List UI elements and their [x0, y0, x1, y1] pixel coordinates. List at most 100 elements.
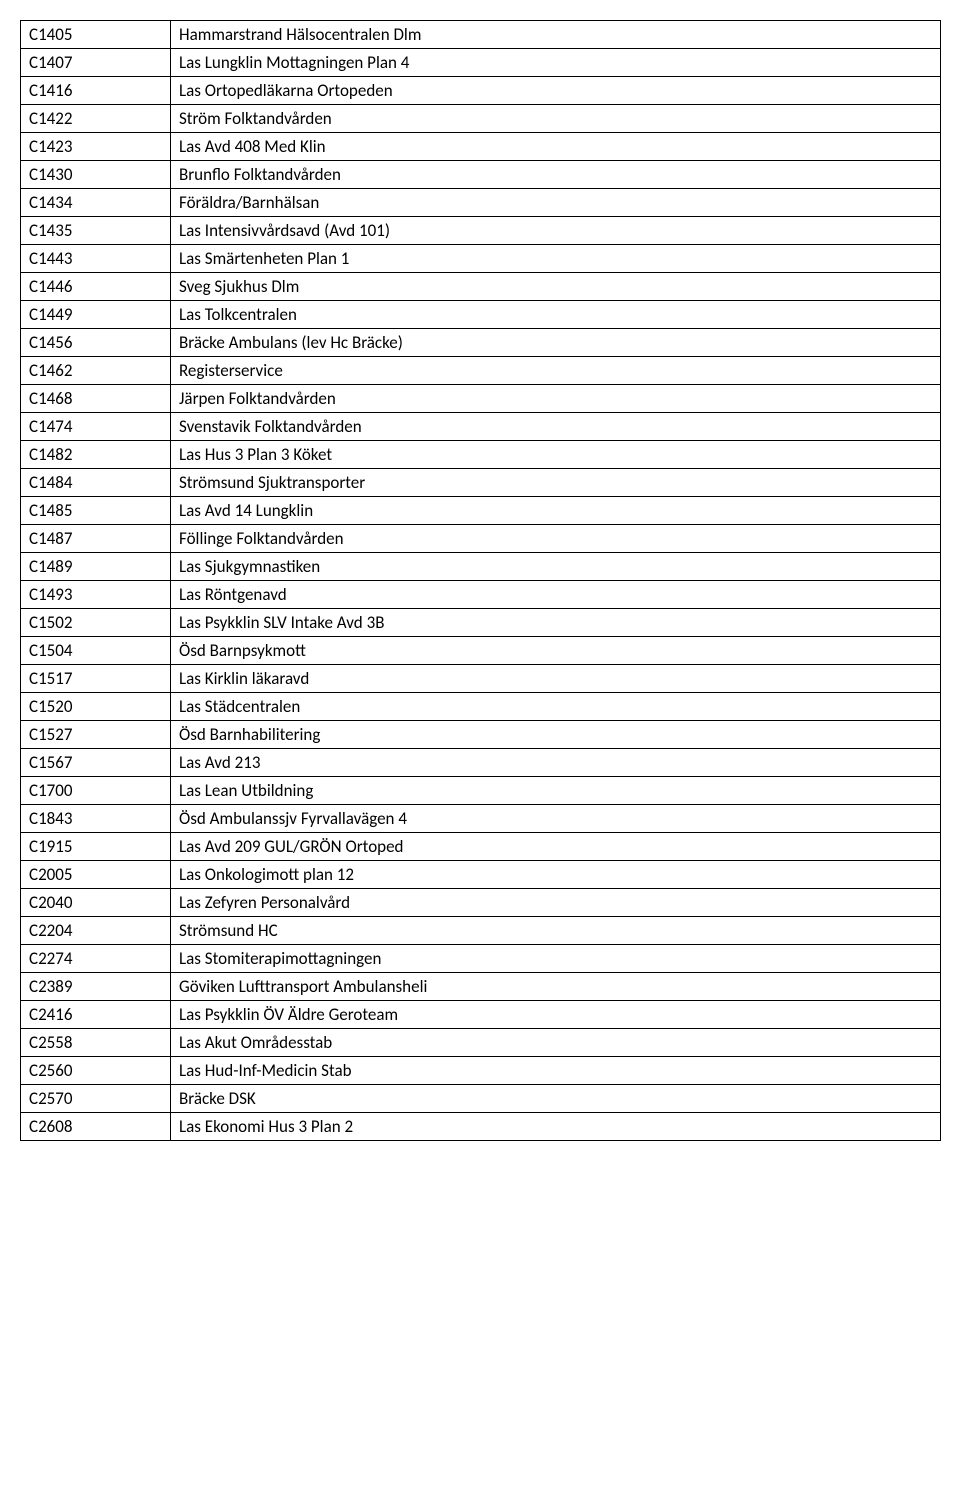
code-cell: C1485 — [21, 497, 171, 525]
code-cell: C1416 — [21, 77, 171, 105]
table-row: C2608Las Ekonomi Hus 3 Plan 2 — [21, 1113, 941, 1141]
table-row: C1520Las Städcentralen — [21, 693, 941, 721]
description-cell: Las Tolkcentralen — [171, 301, 941, 329]
code-cell: C1434 — [21, 189, 171, 217]
code-cell: C1517 — [21, 665, 171, 693]
code-cell: C2040 — [21, 889, 171, 917]
description-cell: Las Onkologimott plan 12 — [171, 861, 941, 889]
description-cell: Las Psykklin SLV Intake Avd 3B — [171, 609, 941, 637]
description-cell: Las Psykklin ÖV Äldre Geroteam — [171, 1001, 941, 1029]
description-cell: Strömsund HC — [171, 917, 941, 945]
table-row: C1435Las Intensivvårdsavd (Avd 101) — [21, 217, 941, 245]
code-cell: C1422 — [21, 105, 171, 133]
description-cell: Las Smärtenheten Plan 1 — [171, 245, 941, 273]
table-row: C1489Las Sjukgymnastiken — [21, 553, 941, 581]
description-cell: Las Zefyren Personalvård — [171, 889, 941, 917]
table-row: C2005Las Onkologimott plan 12 — [21, 861, 941, 889]
table-row: C2274Las Stomiterapimottagningen — [21, 945, 941, 973]
table-row: C2389Göviken Lufttransport Ambulansheli — [21, 973, 941, 1001]
code-cell: C1527 — [21, 721, 171, 749]
table-row: C2570Bräcke DSK — [21, 1085, 941, 1113]
description-cell: Brunflo Folktandvården — [171, 161, 941, 189]
table-row: C1527Ösd Barnhabilitering — [21, 721, 941, 749]
description-cell: Las Lean Utbildning — [171, 777, 941, 805]
table-row: C1434Föräldra/Barnhälsan — [21, 189, 941, 217]
table-row: C1416Las Ortopedläkarna Ortopeden — [21, 77, 941, 105]
description-cell: Las Hus 3 Plan 3 Köket — [171, 441, 941, 469]
description-cell: Las Avd 408 Med Klin — [171, 133, 941, 161]
code-cell: C2005 — [21, 861, 171, 889]
table-row: C1405Hammarstrand Hälsocentralen Dlm — [21, 21, 941, 49]
description-cell: Las Avd 209 GUL/GRÖN Ortoped — [171, 833, 941, 861]
table-row: C2416Las Psykklin ÖV Äldre Geroteam — [21, 1001, 941, 1029]
table-row: C1700Las Lean Utbildning — [21, 777, 941, 805]
code-cell: C1423 — [21, 133, 171, 161]
code-description-table: C1405Hammarstrand Hälsocentralen DlmC140… — [20, 20, 941, 1141]
code-cell: C1443 — [21, 245, 171, 273]
code-cell: C1482 — [21, 441, 171, 469]
code-cell: C2274 — [21, 945, 171, 973]
table-row: C2040Las Zefyren Personalvård — [21, 889, 941, 917]
table-row: C2560Las Hud-Inf-Medicin Stab — [21, 1057, 941, 1085]
description-cell: Las Stomiterapimottagningen — [171, 945, 941, 973]
table-row: C1407Las Lungklin Mottagningen Plan 4 — [21, 49, 941, 77]
description-cell: Las Hud-Inf-Medicin Stab — [171, 1057, 941, 1085]
table-row: C1446Sveg Sjukhus Dlm — [21, 273, 941, 301]
table-row: C1482Las Hus 3 Plan 3 Köket — [21, 441, 941, 469]
code-cell: C1474 — [21, 413, 171, 441]
description-cell: Svenstavik Folktandvården — [171, 413, 941, 441]
table-row: C1468Järpen Folktandvården — [21, 385, 941, 413]
table-row: C1462Registerservice — [21, 357, 941, 385]
description-cell: Ström Folktandvården — [171, 105, 941, 133]
table-row: C1449Las Tolkcentralen — [21, 301, 941, 329]
code-cell: C1487 — [21, 525, 171, 553]
table-row: C2204Strömsund HC — [21, 917, 941, 945]
description-cell: Las Röntgenavd — [171, 581, 941, 609]
description-cell: Las Intensivvårdsavd (Avd 101) — [171, 217, 941, 245]
code-cell: C1567 — [21, 749, 171, 777]
code-cell: C1520 — [21, 693, 171, 721]
code-cell: C1843 — [21, 805, 171, 833]
table-row: C1485Las Avd 14 Lungklin — [21, 497, 941, 525]
description-cell: Bräcke Ambulans (lev Hc Bräcke) — [171, 329, 941, 357]
code-cell: C1407 — [21, 49, 171, 77]
code-cell: C2389 — [21, 973, 171, 1001]
code-cell: C1489 — [21, 553, 171, 581]
code-cell: C2608 — [21, 1113, 171, 1141]
table-row: C1915Las Avd 209 GUL/GRÖN Ortoped — [21, 833, 941, 861]
table-row: C1487Föllinge Folktandvården — [21, 525, 941, 553]
description-cell: Registerservice — [171, 357, 941, 385]
code-cell: C1700 — [21, 777, 171, 805]
description-cell: Las Sjukgymnastiken — [171, 553, 941, 581]
code-cell: C1435 — [21, 217, 171, 245]
description-cell: Sveg Sjukhus Dlm — [171, 273, 941, 301]
table-row: C1430Brunflo Folktandvården — [21, 161, 941, 189]
description-cell: Bräcke DSK — [171, 1085, 941, 1113]
code-cell: C2204 — [21, 917, 171, 945]
description-cell: Las Ekonomi Hus 3 Plan 2 — [171, 1113, 941, 1141]
description-cell: Strömsund Sjuktransporter — [171, 469, 941, 497]
code-cell: C1462 — [21, 357, 171, 385]
description-cell: Las Lungklin Mottagningen Plan 4 — [171, 49, 941, 77]
table-body: C1405Hammarstrand Hälsocentralen DlmC140… — [21, 21, 941, 1141]
code-cell: C1493 — [21, 581, 171, 609]
table-row: C1843Ösd Ambulanssjv Fyrvallavägen 4 — [21, 805, 941, 833]
code-cell: C2416 — [21, 1001, 171, 1029]
table-row: C1567Las Avd 213 — [21, 749, 941, 777]
table-row: C1422Ström Folktandvården — [21, 105, 941, 133]
code-cell: C1484 — [21, 469, 171, 497]
code-cell: C1504 — [21, 637, 171, 665]
description-cell: Las Kirklin läkaravd — [171, 665, 941, 693]
description-cell: Göviken Lufttransport Ambulansheli — [171, 973, 941, 1001]
description-cell: Ösd Barnpsykmott — [171, 637, 941, 665]
table-row: C1484Strömsund Sjuktransporter — [21, 469, 941, 497]
table-row: C1443Las Smärtenheten Plan 1 — [21, 245, 941, 273]
table-row: C2558Las Akut Områdesstab — [21, 1029, 941, 1057]
code-cell: C1449 — [21, 301, 171, 329]
code-cell: C2560 — [21, 1057, 171, 1085]
code-cell: C2570 — [21, 1085, 171, 1113]
description-cell: Las Ortopedläkarna Ortopeden — [171, 77, 941, 105]
description-cell: Hammarstrand Hälsocentralen Dlm — [171, 21, 941, 49]
code-cell: C1430 — [21, 161, 171, 189]
table-row: C1504Ösd Barnpsykmott — [21, 637, 941, 665]
